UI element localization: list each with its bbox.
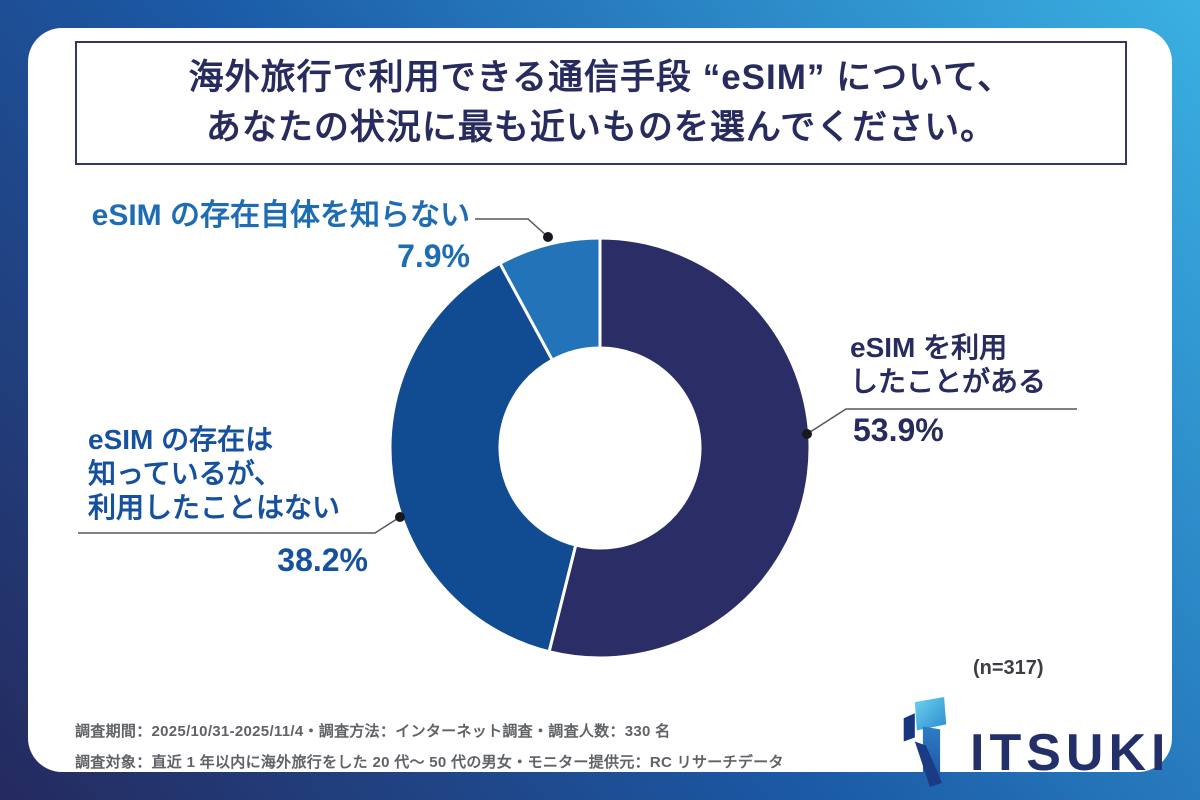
- logo-diagonal-shape: [914, 741, 943, 787]
- logo-flag-shape: [914, 697, 947, 731]
- callout-label-used-line-1: eSIM を利用: [850, 332, 1008, 363]
- donut-chart: [388, 236, 812, 660]
- survey-period-line: 調査期間：2025/10/31-2025/11/4・調査方法：インターネット調査…: [75, 723, 671, 740]
- callout-label-used-line-2: したことがある: [850, 366, 1047, 397]
- sample-size-note: (n=317): [973, 657, 1044, 679]
- callout-label-unknown-line: eSIM の存在自体を知らない: [91, 199, 470, 232]
- callout-label-known-line-2: 知っているが、: [88, 458, 283, 489]
- itsuki-logo-icon: [903, 697, 947, 787]
- callout-label-unknown: eSIM の存在自体を知らない: [75, 199, 470, 233]
- survey-question-box: 海外旅行で利用できる通信手段 “eSIM” について、 あなたの状況に最も近いも…: [75, 41, 1127, 165]
- donut-chart-area: [380, 228, 820, 668]
- survey-methodology-note: 調査期間：2025/10/31-2025/11/4・調査方法：インターネット調査…: [75, 716, 784, 778]
- callout-pct-unknown: 7.9%: [397, 238, 470, 274]
- callout-label-known: eSIM の存在は 知っているが、 利用したことはない: [88, 423, 340, 525]
- callout-label-known-line-1: eSIM の存在は: [88, 424, 274, 455]
- survey-question-line-1: 海外旅行で利用できる通信手段 “eSIM” について、: [188, 58, 1014, 97]
- callout-pct-used: 53.9%: [853, 412, 944, 448]
- donut-segment-2: [497, 236, 602, 363]
- donut-segment-0: [547, 236, 812, 660]
- callout-pct-known: 38.2%: [277, 542, 368, 578]
- itsuki-logo: ITSUKI: [896, 693, 1170, 789]
- logo-stem-shape: [903, 713, 915, 742]
- donut-segment-1: [388, 261, 578, 654]
- callout-label-used: eSIM を利用 したことがある: [850, 331, 1046, 399]
- callout-label-known-line-3: 利用したことはない: [88, 492, 341, 523]
- infographic-card: 海外旅行で利用できる通信手段 “eSIM” について、 あなたの状況に最も近いも…: [28, 28, 1172, 787]
- survey-question-line-2: あなたの状況に最も近いものを選んでください。: [205, 108, 997, 147]
- itsuki-logo-text: ITSUKI: [970, 724, 1171, 782]
- survey-target-line: 調査対象：直近 1 年以内に海外旅行をした 20 代～ 50 代の男女・モニター…: [75, 754, 784, 771]
